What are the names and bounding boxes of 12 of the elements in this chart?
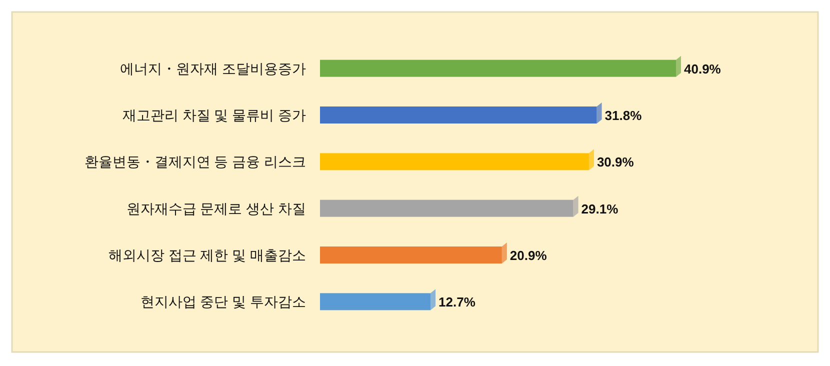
y-tick-label: 환율변동・결제지연 등 금융 리스크 [84,154,306,170]
y-tick-label: 재고관리 차질 및 물류비 증가 [122,107,306,123]
data-label: 12.7% [438,294,476,310]
data-label: 20.9% [510,248,548,263]
y-tick-label: 현지사업 중단 및 투자감소 [140,294,306,310]
data-label: 31.8% [604,108,642,123]
y-tick-label: 해외시장 접근 제한 및 매출감소 [108,247,306,263]
y-tick-label: 에너지・원자재 조달비용증가 [120,60,306,76]
data-label: 30.9% [596,154,634,170]
data-label: 29.1% [581,201,619,216]
y-tick-label: 원자재수급 문제로 생산 차질 [126,200,306,216]
data-label: 40.9% [684,61,722,76]
